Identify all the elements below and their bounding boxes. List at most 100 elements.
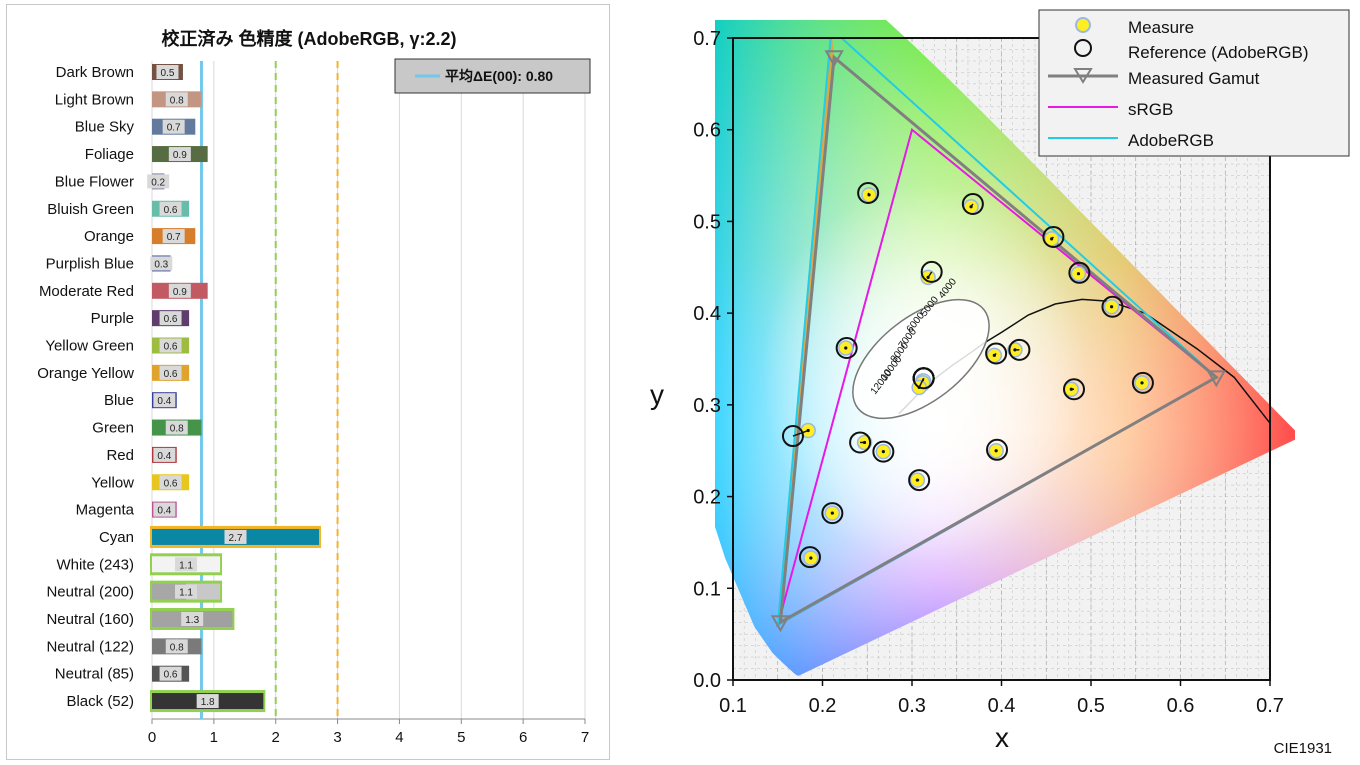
bar-neutral-122-: 0.8 <box>152 638 202 655</box>
bar-value-label: 0.8 <box>170 424 184 435</box>
legend: 平均ΔE(00): 0.80 <box>394 58 591 94</box>
cie-legend: Measure Reference (AdobeRGB) Measured Ga… <box>1038 9 1350 157</box>
category-label: Light Brown <box>55 91 134 108</box>
y-tick-label: 0.6 <box>693 120 721 142</box>
measure-center <box>994 449 998 453</box>
delta-e-bar-chart: 校正済み 色精度 (AdobeRGB, γ:2.2) 0.50.80.70.90… <box>37 28 591 746</box>
bar-right-swatch <box>235 528 320 545</box>
measure-center <box>862 440 867 445</box>
bar-value-box <box>159 365 182 380</box>
measure-center <box>992 353 996 357</box>
bar-value-label: 0.6 <box>164 314 178 325</box>
measure-center <box>881 450 885 454</box>
bar-neutral-160-: 1.3 <box>150 608 235 630</box>
gamut-vertex-marker <box>824 50 844 68</box>
category-label: Blue Flower <box>55 173 134 190</box>
bar-value-label: 1.8 <box>201 697 215 708</box>
reference-point <box>1131 371 1154 394</box>
bar-neutral-200-: 1.1 <box>150 580 223 603</box>
bar-blue: 0.4 <box>152 392 177 409</box>
bar-value-box <box>162 119 185 134</box>
bar-value-box <box>159 201 182 216</box>
bar-value-box <box>165 92 188 107</box>
bar-value-box <box>147 174 170 189</box>
patch-light-brown <box>985 342 1008 365</box>
measure-center <box>1069 387 1073 391</box>
category-label: Magenta <box>76 502 135 519</box>
patch-black-52- <box>911 367 935 396</box>
bar-value-label: 0.7 <box>167 123 181 134</box>
patch-yellow-green <box>920 260 943 286</box>
category-label: Blue <box>104 392 134 409</box>
bar-neutral-85-: 0.6 <box>152 665 190 682</box>
bar-value-label: 0.6 <box>164 369 178 380</box>
reference-point <box>908 469 931 492</box>
bar-value-label: 0.7 <box>167 232 181 243</box>
patch-orange <box>1101 295 1124 318</box>
delta-vector <box>792 429 809 437</box>
bar-value-label: 1.3 <box>185 615 199 626</box>
bar-value-box <box>165 420 188 435</box>
y-tick-label: 0.7 <box>693 28 721 50</box>
chart-title: 校正済み 色精度 (AdobeRGB, γ:2.2) <box>161 28 456 49</box>
measure-center <box>844 346 848 350</box>
category-label: Bluish Green <box>47 201 134 218</box>
bar-orange-yellow: 0.6 <box>152 364 190 381</box>
x-tick-label: 0.4 <box>988 695 1016 717</box>
category-label: Cyan <box>99 529 134 546</box>
category-label: Orange Yellow <box>37 365 134 382</box>
bar-bluish-green: 0.6 <box>152 200 190 217</box>
bar-left-swatch <box>152 528 236 545</box>
bar-moderate-red: 0.9 <box>152 282 208 299</box>
patch-purplish-blue <box>821 502 844 525</box>
reference-point <box>1068 261 1091 284</box>
bar-value-box <box>175 584 198 599</box>
patch-points <box>781 181 1154 569</box>
x-tick-label: 2 <box>272 729 280 746</box>
patch-blue-flower <box>872 440 895 463</box>
reference-point <box>857 181 880 204</box>
reference-point <box>1101 295 1124 318</box>
category-label: Moderate Red <box>39 283 134 300</box>
bar-value-label: 1.1 <box>179 560 193 571</box>
reference-point <box>1008 338 1031 361</box>
category-label: Green <box>92 420 134 437</box>
category-label: White (243) <box>56 556 134 573</box>
measure-center <box>917 385 921 390</box>
x-axis-label: x <box>995 722 1009 753</box>
x-tick-label: 0 <box>148 729 156 746</box>
measured-gamut <box>778 54 1219 625</box>
x-tick-label: 5 <box>457 729 465 746</box>
patch-moderate-red <box>1062 378 1085 401</box>
delta-e-panel: 校正済み 色精度 (AdobeRGB, γ:2.2) 0.5 0.8 0.7 0.9 0… <box>6 4 610 760</box>
x-tick-label: 0.1 <box>719 695 747 717</box>
measure-center <box>1013 348 1017 352</box>
x-tick-label: 0.7 <box>1256 695 1284 717</box>
bar-value-box <box>168 147 191 162</box>
x-tick-label: 6 <box>519 729 527 746</box>
bar-value-box <box>175 557 198 572</box>
measure-center <box>969 205 973 209</box>
bar-value-label: 0.8 <box>170 95 184 106</box>
x-tick-label: 1 <box>210 729 218 746</box>
bar-value-label: 0.9 <box>173 150 187 161</box>
y-axis-label: y <box>650 379 664 410</box>
y-tick-label: 0.3 <box>693 395 721 417</box>
measure-center <box>1109 305 1114 309</box>
measure-center <box>1076 272 1081 276</box>
cie-legend-box <box>1038 9 1350 157</box>
axis-tick-labels: 0.1 0.2 0.3 0.4 0.5 0.6 0.7 0.0 0.1 0.2 0.3 0.4 0.5 0… <box>693 28 1284 717</box>
patch-yellow <box>1042 226 1065 249</box>
bar-value-label: 0.4 <box>157 506 171 517</box>
category-label: Foliage <box>85 146 134 163</box>
category-label: Yellow <box>91 474 134 491</box>
bar-value-box <box>150 256 173 271</box>
bar-value-label: 2.7 <box>229 533 243 544</box>
bar-black-52-: 1.8 <box>150 690 266 713</box>
gamut-markers <box>770 50 1227 633</box>
patch-foliage <box>961 193 984 216</box>
bar-value-box <box>159 666 182 681</box>
category-label: Yellow Green <box>45 338 134 355</box>
